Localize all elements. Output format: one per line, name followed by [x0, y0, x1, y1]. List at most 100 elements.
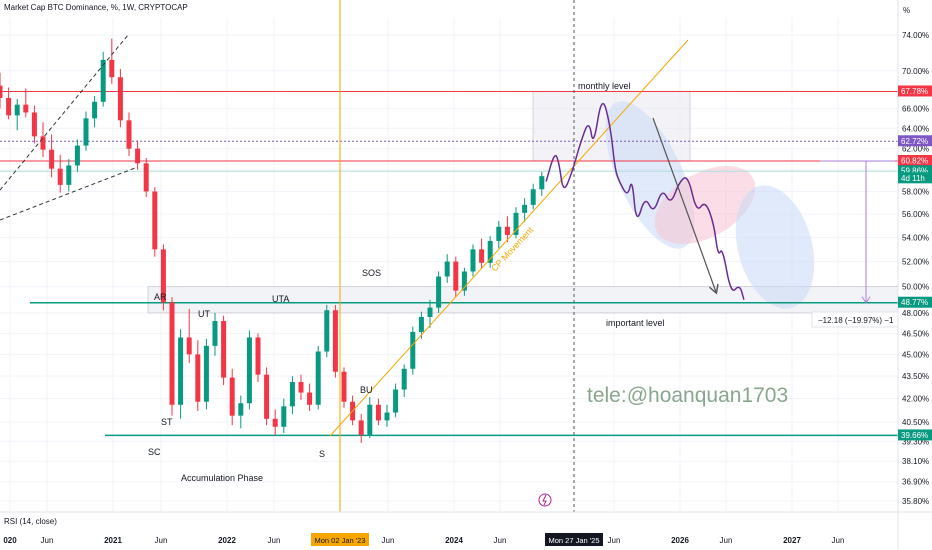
- candle-body: [401, 368, 407, 390]
- y-tick-label: 62.00%: [902, 145, 929, 154]
- x-tick-label: Mon 02 Jan '23: [314, 536, 365, 545]
- candle-body: [246, 337, 252, 404]
- candle-body: [393, 389, 399, 413]
- y-tick-label: 35.80%: [902, 497, 929, 506]
- price-badge: [898, 85, 932, 97]
- horizontal-levels: [0, 0, 898, 512]
- price-badge: [898, 296, 932, 308]
- price-badge: [898, 172, 932, 184]
- candle-body: [169, 302, 175, 405]
- y-tick-label: 56.00%: [902, 210, 929, 219]
- candle-body: [255, 337, 261, 375]
- candle-body: [117, 77, 123, 121]
- candle-body: [212, 321, 218, 346]
- y-tick-label: 39.30%: [902, 437, 929, 446]
- candle-body: [152, 191, 158, 250]
- y-tick-label: 50.00%: [902, 283, 929, 292]
- cp-movement-label: CP Movement: [489, 225, 535, 274]
- price-badge: [898, 135, 932, 147]
- x-tick-label: 2024: [445, 536, 463, 545]
- highlight-zones: [147, 91, 899, 314]
- candle-body: [436, 276, 442, 308]
- candle-body: [427, 307, 433, 317]
- y-tick-label: 54.00%: [902, 233, 929, 242]
- rsi-label: RSI (14, close): [4, 517, 57, 526]
- candle-body: [74, 145, 80, 166]
- candle-body: [264, 374, 270, 419]
- candle-body: [418, 316, 424, 332]
- candle-body: [487, 240, 493, 263]
- y-tick-label: 66.00%: [902, 105, 929, 114]
- candle-body: [14, 104, 20, 116]
- y-tick-label: 58.00%: [902, 187, 929, 196]
- candle-body: [444, 261, 450, 277]
- x-tick-label: Jun: [268, 536, 281, 545]
- candle-body: [160, 249, 166, 303]
- y-tick-label: 52.00%: [902, 258, 929, 267]
- candle-body: [479, 249, 485, 263]
- time-axis[interactable]: 020 Jun 2021 Jun 2022 Jun Mon 02 Jan '23 Jun 202…: [0, 511, 932, 546]
- lightning-icon-bolt: [542, 494, 547, 506]
- drawing-overlays: −12.18 (−19.97%) −1: [0, 34, 899, 507]
- candle-body: [92, 101, 98, 119]
- y-tick-label: 40.50%: [902, 418, 929, 427]
- candle-body: [461, 271, 467, 291]
- candle-series: [0, 38, 545, 443]
- price-badge-label: 4d 11h: [901, 174, 925, 183]
- candle-body: [49, 149, 55, 169]
- candle-body: [367, 404, 373, 435]
- y-tick-label: 43.50%: [902, 372, 929, 381]
- phase-label-st: ST: [161, 417, 173, 427]
- price-badge-label: 62.72%: [901, 137, 928, 146]
- x-tick-label: 2022: [218, 536, 236, 545]
- chart-title: Market Cap BTC Dominance, %, 1W, CRYPTOC…: [4, 3, 188, 12]
- x-tick-label: 2027: [783, 536, 801, 545]
- accumulation-phase-label: Accumulation Phase: [181, 473, 263, 483]
- scale-unit-label[interactable]: %: [903, 6, 911, 15]
- candle-body: [66, 165, 72, 185]
- price-badge: [898, 165, 932, 177]
- x-tick-label: Jun: [832, 536, 845, 545]
- x-date-badge: [545, 533, 603, 546]
- y-tick-label: 45.00%: [902, 350, 929, 359]
- projection-ellipse-blue-2: [735, 185, 815, 309]
- candle-body: [100, 59, 106, 102]
- x-tick-label: 2021: [104, 536, 122, 545]
- watermark-text: tele:@hoanquan1703: [587, 384, 788, 407]
- price-badge-label: 39.66%: [901, 431, 928, 440]
- candle-body: [307, 392, 313, 405]
- measure-arrowhead: [861, 296, 871, 304]
- x-tick-label: Jun: [720, 536, 733, 545]
- candle-body: [229, 377, 235, 416]
- phase-label-uta: UTA: [272, 294, 289, 304]
- candle-body: [178, 337, 184, 405]
- candle-body: [23, 104, 29, 113]
- candle-body: [109, 59, 115, 78]
- y-tick-label: 48.00%: [902, 309, 929, 318]
- y-tick-label: 74.00%: [902, 31, 929, 40]
- candle-body: [375, 404, 381, 421]
- candle-body: [221, 321, 227, 378]
- y-tick-label: 64.00%: [902, 124, 929, 133]
- lightning-icon: [538, 493, 552, 507]
- price-badge: [898, 429, 932, 441]
- phase-label-sc: SC: [148, 447, 161, 457]
- x-tick-label: Jun: [608, 536, 621, 545]
- price-badge: [898, 155, 932, 167]
- price-axis[interactable]: 74.00%70.00%66.00%64.00%62.00%60.00%58.0…: [897, 0, 932, 550]
- candle-body: [195, 354, 201, 402]
- y-tick-label: 42.00%: [902, 395, 929, 404]
- x-tick-label: Jun: [382, 536, 395, 545]
- price-badge-label: 59.86%: [901, 167, 928, 176]
- candle-body: [332, 310, 338, 372]
- candle-body: [289, 382, 295, 407]
- phase-label-bu: BU: [360, 385, 373, 395]
- candle-body: [83, 118, 89, 146]
- candle-body: [40, 136, 46, 150]
- candle-body: [522, 204, 528, 213]
- projection-path: [545, 102, 745, 300]
- important-level-label: important level: [606, 318, 665, 328]
- candle-body: [513, 212, 519, 235]
- candle-body: [186, 337, 192, 355]
